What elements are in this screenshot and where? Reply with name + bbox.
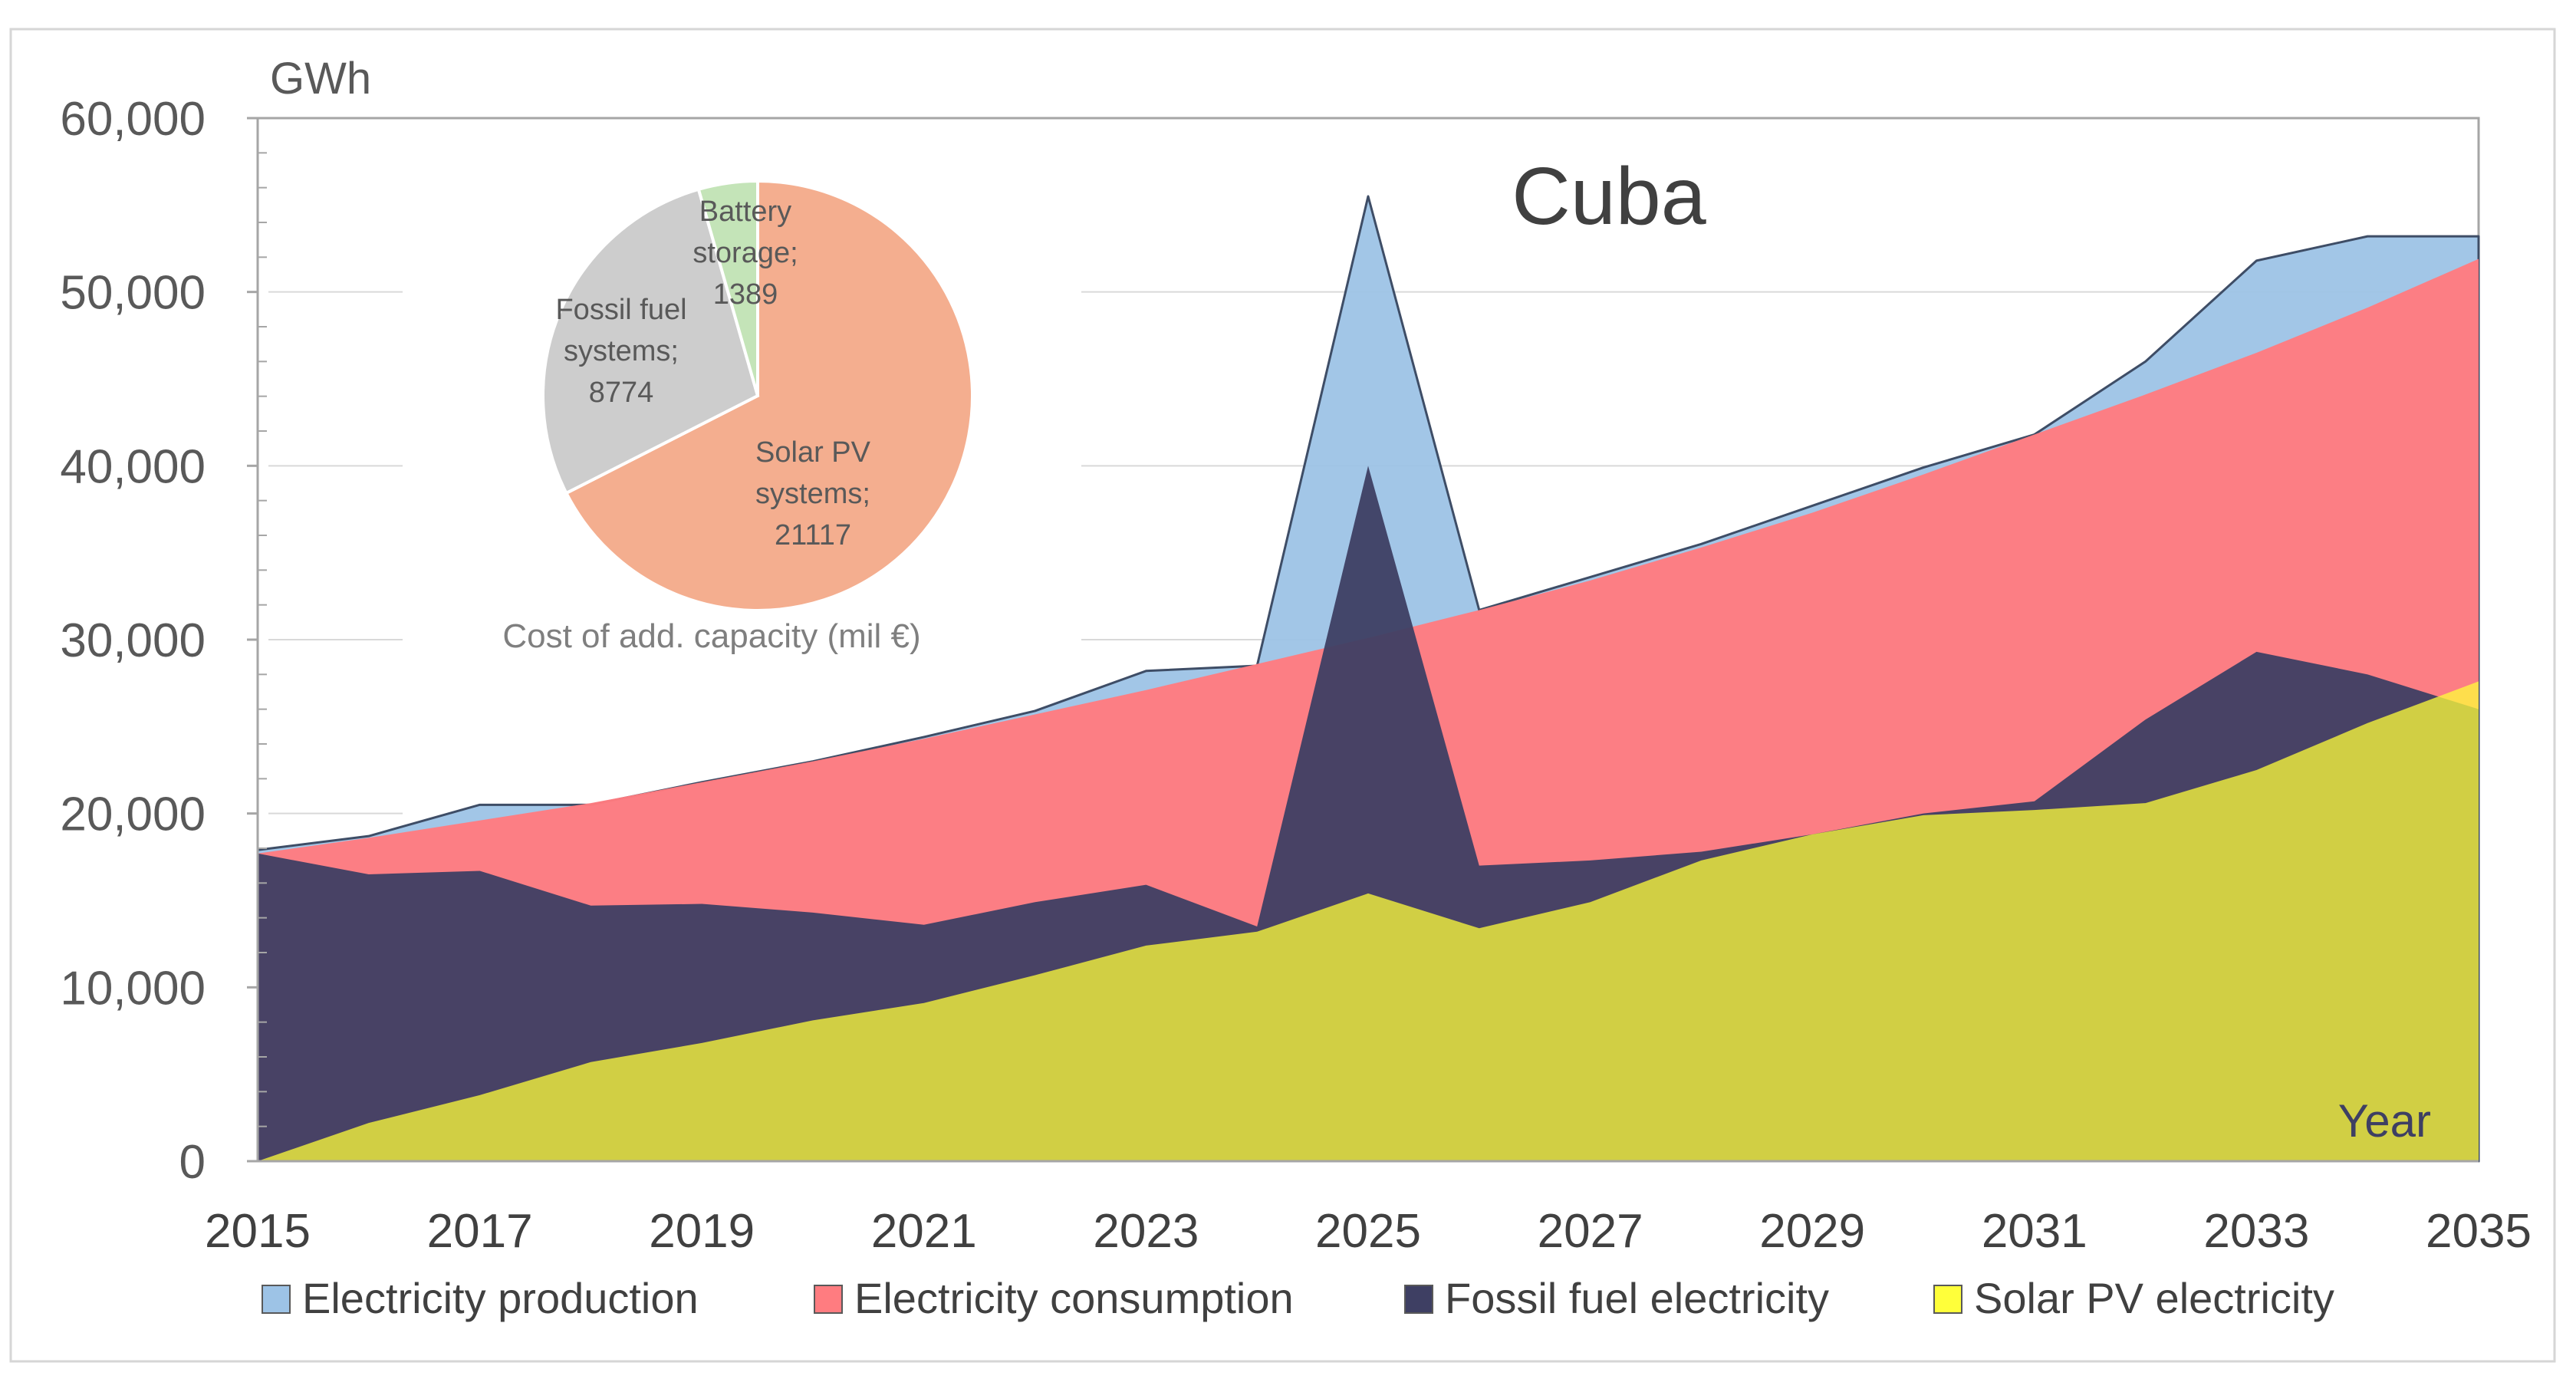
x-tick-label: 2025 [1315,1205,1421,1258]
x-tick-label: 2031 [1982,1205,2087,1258]
pie-label-line: systems; [564,335,679,367]
legend: Electricity production Electricity consum… [262,1274,2334,1322]
pie-slice-label: Battery storage; 1389 [693,196,798,311]
legend-swatch-solar-pv-electricity [1933,1285,1962,1314]
legend-swatch-electricity-production [262,1285,291,1314]
y-tick-label: 30,000 [60,614,206,667]
pie-slice-solar-pv [564,179,974,612]
x-tick-label: 2029 [1759,1205,1865,1258]
y-tick-label: 50,000 [60,267,206,320]
area-series-group [256,195,2480,1163]
y-tick-label: 20,000 [60,788,206,841]
y-tick-label: 0 [179,1136,206,1189]
pie-caption: Cost of add. capacity (mil €) [502,617,920,655]
x-tick-label: 2023 [1093,1205,1199,1258]
pie-slice-battery [696,179,759,397]
legend-swatch-electricity-consumption [814,1285,843,1314]
axes: 0 10,000 20,000 30,000 40,000 50,000 60,000 201… [60,93,2532,1258]
x-tick-label: 2033 [2203,1205,2309,1258]
x-axis-label: Year [2338,1095,2431,1147]
legend-label-electricity-production: Electricity production [302,1274,699,1322]
inset-pie-chart: Solar PV systems; 21117 Fossil fuel systems;… [541,179,974,612]
pie-label-line: 1389 [713,278,778,311]
x-tick-label: 2017 [427,1205,533,1258]
pie-slice-label: Solar PV systems; 21117 [755,436,871,551]
area-solar-pv-electricity [258,681,2479,1161]
legend-label-solar-pv-electricity: Solar PV electricity [1974,1274,2334,1322]
pie-label-line: 21117 [775,519,851,551]
pie-slice-label: Fossil fuel systems; 8774 [555,294,686,409]
pie-label-line: Solar PV [755,436,871,469]
y-tick-label: 10,000 [60,962,206,1015]
x-tick-label: 2015 [205,1205,311,1258]
pie-label-line: 8774 [589,377,654,409]
pie-label-line: Battery [699,196,791,228]
y-tick-label: 60,000 [60,93,206,146]
x-tick-label: 2019 [649,1205,755,1258]
pie-slice-fossil-fuel [541,187,760,495]
legend-swatch-fossil-fuel-electricity [1404,1285,1433,1314]
x-tick-label: 2035 [2426,1205,2532,1258]
pie-label-line: Fossil fuel [555,294,686,326]
legend-label-electricity-consumption: Electricity consumption [854,1274,1294,1322]
legend-label-fossil-fuel-electricity: Fossil fuel electricity [1445,1274,1829,1322]
chart-title: Cuba [1512,151,1706,242]
x-tick-label: 2021 [871,1205,977,1258]
x-tick-label: 2027 [1538,1205,1643,1258]
y-tick-label: 40,000 [60,440,206,493]
pie-label-line: storage; [693,237,798,269]
pie-label-line: systems; [755,478,870,510]
y-axis-label: GWh [270,54,371,104]
